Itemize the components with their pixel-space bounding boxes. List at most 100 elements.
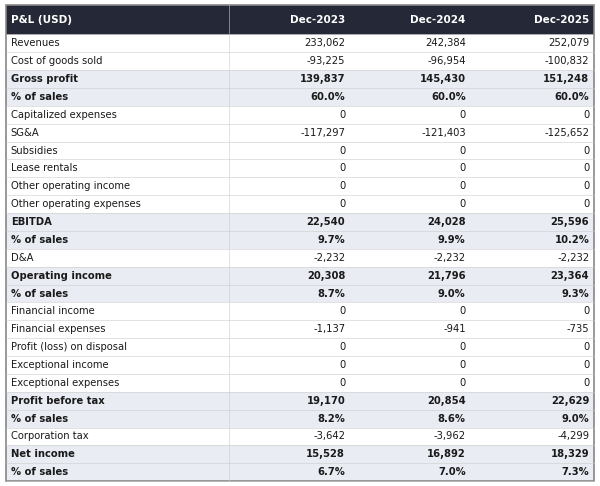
Text: 6.7%: 6.7%	[317, 467, 345, 477]
Text: -125,652: -125,652	[544, 128, 589, 138]
Text: 0: 0	[583, 342, 589, 352]
Bar	[6, 106, 594, 124]
Text: 22,540: 22,540	[307, 217, 345, 227]
Text: -96,954: -96,954	[427, 56, 466, 66]
Text: 0: 0	[339, 342, 345, 352]
Text: 0: 0	[583, 163, 589, 174]
Text: Subsidies: Subsidies	[11, 145, 58, 156]
Text: -117,297: -117,297	[300, 128, 345, 138]
Text: Exceptional expenses: Exceptional expenses	[11, 378, 119, 388]
Text: Profit (loss) on disposal: Profit (loss) on disposal	[11, 342, 127, 352]
Text: Dec-2025: Dec-2025	[534, 15, 589, 25]
Text: Corporation tax: Corporation tax	[11, 432, 88, 441]
Text: 0: 0	[339, 306, 345, 316]
Text: Exceptional income: Exceptional income	[11, 360, 109, 370]
Bar	[6, 159, 594, 177]
Text: Financial income: Financial income	[11, 306, 95, 316]
Text: 60.0%: 60.0%	[310, 92, 345, 102]
Text: 0: 0	[339, 181, 345, 191]
Text: -2,232: -2,232	[313, 253, 345, 263]
Text: 0: 0	[583, 199, 589, 209]
Text: 0: 0	[460, 306, 466, 316]
Text: 25,596: 25,596	[551, 217, 589, 227]
Bar	[6, 195, 594, 213]
Text: 0: 0	[339, 163, 345, 174]
Bar	[6, 267, 594, 285]
Text: 252,079: 252,079	[548, 38, 589, 48]
Text: EBITDA: EBITDA	[11, 217, 52, 227]
Text: 0: 0	[339, 145, 345, 156]
Text: P&L (USD): P&L (USD)	[11, 15, 72, 25]
Text: Cost of goods sold: Cost of goods sold	[11, 56, 102, 66]
Text: 20,854: 20,854	[427, 396, 466, 406]
Text: Other operating expenses: Other operating expenses	[11, 199, 140, 209]
Bar	[6, 52, 594, 70]
Bar	[6, 428, 594, 445]
Text: Dec-2023: Dec-2023	[290, 15, 345, 25]
Text: 0: 0	[339, 110, 345, 120]
Text: 0: 0	[583, 378, 589, 388]
Bar	[6, 463, 594, 481]
Bar	[6, 356, 594, 374]
Text: 23,364: 23,364	[551, 271, 589, 280]
Text: 10.2%: 10.2%	[554, 235, 589, 245]
Text: 60.0%: 60.0%	[431, 92, 466, 102]
Bar	[6, 213, 594, 231]
Text: 0: 0	[460, 110, 466, 120]
Text: % of sales: % of sales	[11, 414, 68, 424]
Bar	[6, 302, 594, 320]
Text: % of sales: % of sales	[11, 235, 68, 245]
Text: -121,403: -121,403	[421, 128, 466, 138]
Bar	[6, 320, 594, 338]
Bar	[6, 410, 594, 428]
Bar	[6, 70, 594, 88]
Text: -2,232: -2,232	[434, 253, 466, 263]
Text: Gross profit: Gross profit	[11, 74, 78, 84]
Text: 0: 0	[460, 378, 466, 388]
Text: SG&A: SG&A	[11, 128, 40, 138]
Text: Revenues: Revenues	[11, 38, 59, 48]
Text: -93,225: -93,225	[307, 56, 345, 66]
Text: 0: 0	[583, 110, 589, 120]
Text: Operating income: Operating income	[11, 271, 112, 280]
Text: 0: 0	[583, 306, 589, 316]
Text: Capitalized expenses: Capitalized expenses	[11, 110, 116, 120]
Text: 0: 0	[583, 360, 589, 370]
Bar	[229, 5, 350, 35]
Bar	[6, 141, 594, 159]
Text: 8.6%: 8.6%	[438, 414, 466, 424]
Text: -941: -941	[443, 324, 466, 334]
Text: % of sales: % of sales	[11, 467, 68, 477]
Text: -735: -735	[566, 324, 589, 334]
Text: 24,028: 24,028	[427, 217, 466, 227]
Text: Lease rentals: Lease rentals	[11, 163, 77, 174]
Text: Profit before tax: Profit before tax	[11, 396, 104, 406]
Text: -3,962: -3,962	[434, 432, 466, 441]
Bar	[6, 392, 594, 410]
Bar	[6, 35, 594, 52]
Bar	[6, 338, 594, 356]
Text: 151,248: 151,248	[543, 74, 589, 84]
Text: 0: 0	[460, 145, 466, 156]
Text: 19,170: 19,170	[307, 396, 345, 406]
Text: 7.3%: 7.3%	[562, 467, 589, 477]
Text: -4,299: -4,299	[557, 432, 589, 441]
Text: 9.7%: 9.7%	[317, 235, 345, 245]
Bar	[6, 88, 594, 106]
Text: Financial expenses: Financial expenses	[11, 324, 106, 334]
Text: % of sales: % of sales	[11, 289, 68, 298]
Text: 16,892: 16,892	[427, 450, 466, 459]
Bar	[350, 5, 470, 35]
Text: 242,384: 242,384	[425, 38, 466, 48]
Text: -3,642: -3,642	[313, 432, 345, 441]
Text: % of sales: % of sales	[11, 92, 68, 102]
Text: -1,137: -1,137	[313, 324, 345, 334]
Text: 9.9%: 9.9%	[438, 235, 466, 245]
Text: 0: 0	[339, 199, 345, 209]
Text: -100,832: -100,832	[545, 56, 589, 66]
Text: 145,430: 145,430	[420, 74, 466, 84]
Bar	[6, 124, 594, 141]
Text: 8.2%: 8.2%	[317, 414, 345, 424]
Text: 233,062: 233,062	[304, 38, 345, 48]
Bar	[6, 374, 594, 392]
